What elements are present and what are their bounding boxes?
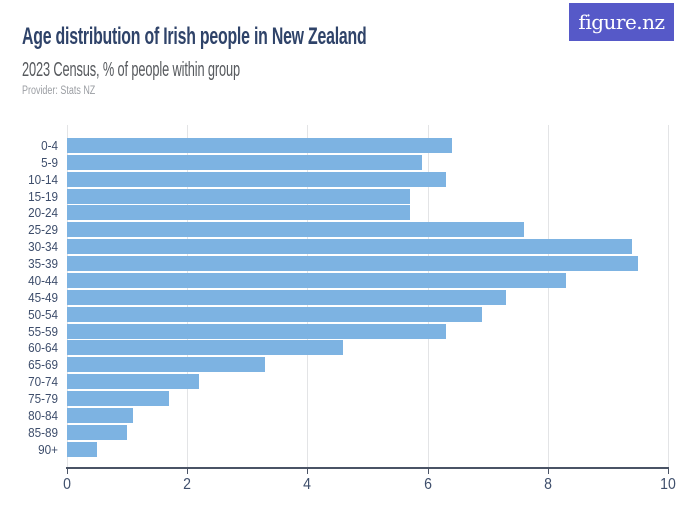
y-axis-label-30-34: 30-34 (28, 239, 58, 255)
bar-25-29 (67, 222, 524, 238)
bar-50-54 (67, 306, 482, 322)
y-axis-label-70-74: 70-74 (28, 374, 58, 390)
bar-0-4 (67, 138, 452, 153)
y-axis-label-15-19: 15-19 (28, 188, 58, 204)
x-axis-tick-label-2: 2 (183, 476, 192, 493)
x-axis-tick-2 (187, 469, 189, 474)
y-axis-label-40-44: 40-44 (28, 272, 58, 288)
gridline-8 (547, 125, 549, 468)
y-axis-label-50-54: 50-54 (28, 306, 58, 322)
y-axis-label-80-84: 80-84 (28, 407, 58, 423)
gridline-10 (668, 125, 669, 468)
y-axis-label-60-64: 60-64 (28, 340, 58, 356)
bar-60-64 (67, 340, 344, 356)
x-axis-tick-4 (307, 469, 309, 474)
y-axis-label-5-9: 5-9 (41, 154, 58, 170)
x-axis-tick-label-10: 10 (660, 476, 676, 493)
bar-80-84 (67, 407, 134, 423)
x-axis-tick-label-0: 0 (63, 476, 71, 493)
x-axis-line (66, 467, 669, 469)
bar-45-49 (67, 289, 506, 305)
y-axis-label-85-89: 85-89 (28, 424, 58, 440)
x-axis-tick-8 (547, 469, 549, 474)
x-axis-tick-label-8: 8 (543, 476, 552, 493)
x-axis-tick-0 (67, 469, 68, 474)
y-axis-label-75-79: 75-79 (28, 391, 58, 407)
figure-nz-logo[interactable]: figure.nz (569, 3, 674, 41)
figure-nz-logo-text: figure.nz (578, 10, 665, 34)
bar-75-79 (67, 391, 170, 407)
bar-30-34 (67, 239, 632, 255)
bar-15-19 (67, 188, 410, 204)
x-axis-tick-label-4: 4 (303, 476, 312, 493)
bar-90+ (67, 441, 98, 457)
y-axis-label-10-14: 10-14 (28, 171, 58, 187)
bar-20-24 (67, 205, 410, 221)
y-axis-label-45-49: 45-49 (28, 289, 58, 305)
y-axis-label-0-4: 0-4 (41, 138, 58, 153)
chart-subtitle: 2023 Census, % of people within group (22, 59, 240, 81)
provider-label: Provider: Stats NZ (22, 85, 96, 97)
bar-10-14 (67, 171, 446, 187)
y-axis-label-35-39: 35-39 (28, 256, 58, 272)
y-axis-label-90+: 90+ (38, 441, 58, 457)
bar-85-89 (67, 424, 128, 440)
x-axis-tick-6 (427, 469, 429, 474)
bar-35-39 (67, 256, 638, 272)
chart-title: Age distribution of Irish people in New … (22, 23, 367, 50)
bar-55-59 (67, 323, 446, 339)
x-axis-tick-10 (668, 469, 669, 474)
bar-5-9 (67, 154, 422, 170)
y-axis-label-20-24: 20-24 (28, 205, 58, 221)
bar-65-69 (67, 357, 266, 373)
y-axis-label-25-29: 25-29 (28, 222, 58, 238)
bar-70-74 (67, 374, 200, 390)
x-axis-tick-label-6: 6 (423, 476, 432, 493)
bar-40-44 (67, 272, 566, 288)
y-axis-label-55-59: 55-59 (28, 323, 58, 339)
y-axis-label-65-69: 65-69 (28, 357, 58, 373)
